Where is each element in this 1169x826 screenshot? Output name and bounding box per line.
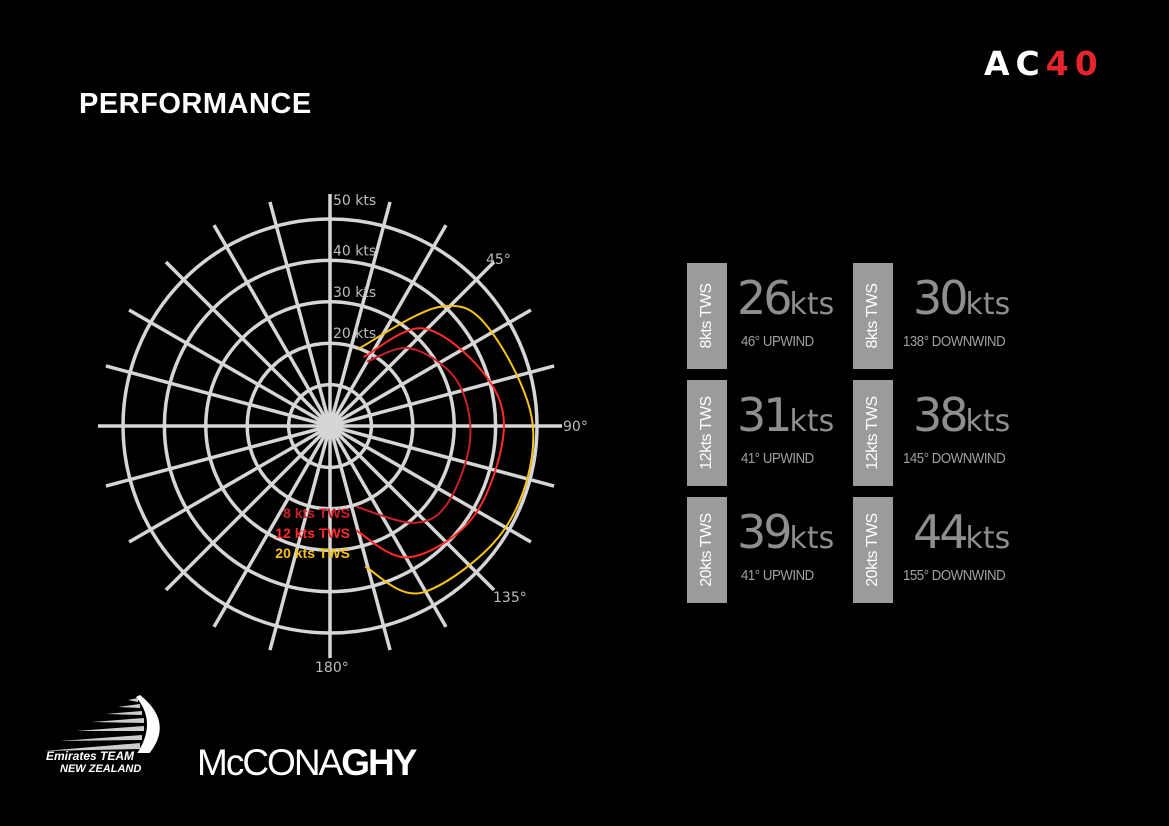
tws-label: 12kts TWS bbox=[698, 396, 715, 470]
spoke-line bbox=[329, 308, 532, 428]
tws-badge: 8kts TWS bbox=[687, 263, 727, 369]
angle-label: 41° UPWIND bbox=[741, 567, 814, 584]
spoke-line bbox=[105, 364, 331, 428]
speed-unit: kts bbox=[789, 404, 835, 439]
spoke-line bbox=[105, 424, 331, 488]
speed-value: 44kts bbox=[913, 505, 1010, 559]
spoke-line bbox=[329, 424, 555, 488]
tws-badge: 20kts TWS bbox=[687, 497, 727, 603]
speed-number: 26 bbox=[737, 271, 793, 325]
series-curve-1 bbox=[355, 327, 505, 559]
legend-entry: 8 kts TWS bbox=[283, 505, 350, 521]
spoke-line bbox=[328, 260, 496, 428]
radial-tick-label: 20 kts bbox=[333, 326, 376, 342]
angle-label: 155° DOWNWIND bbox=[903, 567, 1006, 584]
ring-circle bbox=[162, 258, 498, 594]
ring-circle bbox=[245, 341, 415, 511]
page-title: PERFORMANCE bbox=[79, 88, 312, 120]
speed-unit: kts bbox=[789, 521, 835, 556]
speed-value: 26kts bbox=[737, 271, 834, 325]
speed-unit: kts bbox=[965, 404, 1011, 439]
tws-badge: 8kts TWS bbox=[853, 263, 893, 369]
angle-label: 46° UPWIND bbox=[741, 333, 814, 350]
angle-tick-label: 135° bbox=[493, 590, 527, 606]
etnz-line1: Emirates TEAM bbox=[46, 749, 135, 763]
polar-labels: 8 kts TWS 12 kts TWS 20 kts TWS 20 kts 30 kt… bbox=[275, 193, 588, 676]
spoke-line bbox=[268, 201, 332, 427]
stat-card: 20kts TWS 44kts 155° DOWNWIND bbox=[853, 497, 1023, 603]
spoke-line bbox=[164, 260, 332, 428]
spoke-line bbox=[128, 308, 331, 428]
stat-card: 12kts TWS 31kts 41° UPWIND bbox=[687, 380, 857, 486]
polar-curves bbox=[355, 304, 535, 595]
tws-badge: 12kts TWS bbox=[687, 380, 727, 486]
speed-number: 39 bbox=[737, 505, 793, 559]
series-curve-2 bbox=[357, 304, 535, 595]
speed-value: 31kts bbox=[737, 388, 834, 442]
legend-entry: 12 kts TWS bbox=[275, 525, 350, 541]
ring-circle bbox=[121, 217, 539, 635]
series-curve-0 bbox=[355, 346, 472, 524]
spoke-line bbox=[212, 425, 332, 628]
speed-number: 44 bbox=[913, 505, 969, 559]
spoke-line bbox=[164, 424, 332, 592]
ac40-logo: AC40 bbox=[984, 44, 1104, 83]
stat-card: 20kts TWS 39kts 41° UPWIND bbox=[687, 497, 857, 603]
angle-tick-label: 180° bbox=[315, 660, 349, 676]
mcconaghy-logo: McCONAGHY bbox=[197, 742, 417, 783]
center-hub bbox=[321, 417, 339, 435]
tws-label: 20kts TWS bbox=[864, 513, 881, 587]
speed-unit: kts bbox=[965, 521, 1011, 556]
etnz-logo: Emirates TEAM NEW ZEALAND bbox=[40, 693, 170, 783]
fern-sail-icon bbox=[44, 695, 160, 755]
angle-label: 138° DOWNWIND bbox=[903, 333, 1006, 350]
stat-card: 8kts TWS 26kts 46° UPWIND bbox=[687, 263, 857, 369]
radial-tick-label: 40 kts bbox=[333, 243, 376, 259]
ring-circle bbox=[286, 382, 374, 470]
angle-tick-label: 45° bbox=[486, 252, 511, 268]
spoke-line bbox=[328, 424, 496, 592]
speed-number: 38 bbox=[913, 388, 969, 442]
spoke-line bbox=[212, 224, 332, 427]
stat-card: 12kts TWS 38kts 145° DOWNWIND bbox=[853, 380, 1023, 486]
spoke-line bbox=[128, 424, 331, 544]
angle-label: 145° DOWNWIND bbox=[903, 450, 1006, 467]
tws-label: 8kts TWS bbox=[864, 283, 881, 349]
tws-label: 20kts TWS bbox=[698, 513, 715, 587]
spoke-line bbox=[268, 425, 332, 651]
tws-badge: 12kts TWS bbox=[853, 380, 893, 486]
ring-circle bbox=[204, 300, 456, 552]
speed-unit: kts bbox=[965, 287, 1011, 322]
spoke-line bbox=[328, 425, 392, 651]
polar-grid bbox=[98, 194, 562, 658]
etnz-line2: NEW ZEALAND bbox=[60, 763, 142, 775]
spoke-line bbox=[328, 425, 448, 628]
speed-number: 30 bbox=[913, 271, 969, 325]
radial-tick-label: 30 kts bbox=[333, 285, 376, 301]
spoke-line bbox=[328, 224, 448, 427]
speed-number: 31 bbox=[737, 388, 793, 442]
spoke-line bbox=[329, 424, 532, 544]
speed-value: 39kts bbox=[737, 505, 834, 559]
radial-tick-label: 50 kts bbox=[333, 193, 376, 209]
legend-entry: 20 kts TWS bbox=[275, 545, 350, 561]
stat-card: 8kts TWS 30kts 138° DOWNWIND bbox=[853, 263, 1023, 369]
speed-value: 30kts bbox=[913, 271, 1010, 325]
angle-tick-label: 90° bbox=[563, 419, 588, 435]
tws-badge: 20kts TWS bbox=[853, 497, 893, 603]
speed-unit: kts bbox=[789, 287, 835, 322]
tws-label: 8kts TWS bbox=[698, 283, 715, 349]
spoke-line bbox=[328, 201, 392, 427]
tws-label: 12kts TWS bbox=[864, 396, 881, 470]
angle-label: 41° UPWIND bbox=[741, 450, 814, 467]
speed-value: 38kts bbox=[913, 388, 1010, 442]
